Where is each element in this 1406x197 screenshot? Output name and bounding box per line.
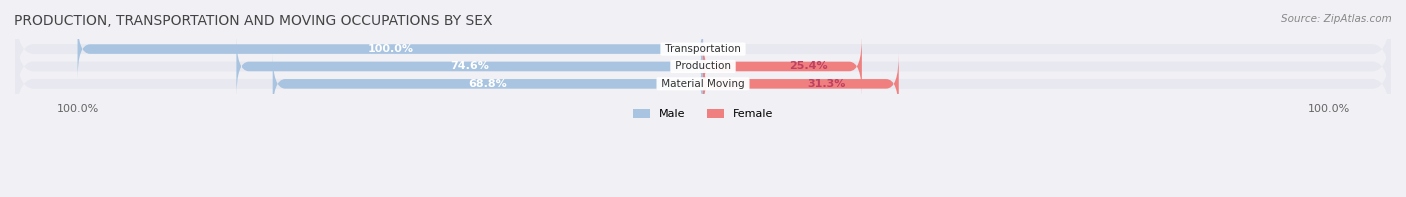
Text: PRODUCTION, TRANSPORTATION AND MOVING OCCUPATIONS BY SEX: PRODUCTION, TRANSPORTATION AND MOVING OC… [14,14,492,28]
Text: Transportation: Transportation [662,44,744,54]
Text: 68.8%: 68.8% [468,79,508,89]
FancyBboxPatch shape [703,36,862,97]
Text: 74.6%: 74.6% [450,61,489,72]
FancyBboxPatch shape [77,19,703,79]
Text: 25.4%: 25.4% [789,61,827,72]
FancyBboxPatch shape [703,54,898,114]
FancyBboxPatch shape [15,19,1391,114]
FancyBboxPatch shape [15,2,1391,96]
FancyBboxPatch shape [273,54,703,114]
Text: Source: ZipAtlas.com: Source: ZipAtlas.com [1281,14,1392,24]
FancyBboxPatch shape [236,36,703,97]
Legend: Male, Female: Male, Female [633,109,773,119]
Text: Material Moving: Material Moving [658,79,748,89]
FancyBboxPatch shape [15,37,1391,131]
Text: Production: Production [672,61,734,72]
Text: 31.3%: 31.3% [807,79,845,89]
Text: 100.0%: 100.0% [367,44,413,54]
